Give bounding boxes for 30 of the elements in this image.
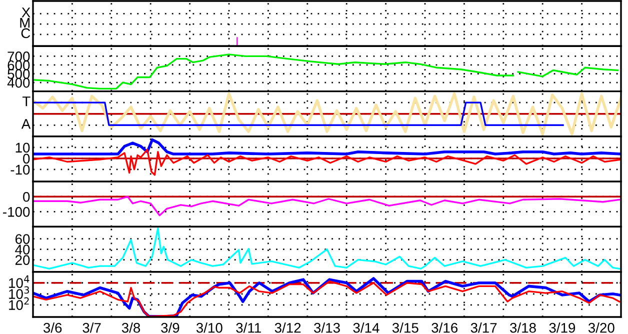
x-tick-label: 3/10 [196, 322, 222, 333]
x-tick-label: 3/15 [392, 322, 418, 333]
x-tick-label: 3/7 [82, 322, 101, 333]
text: C [21, 28, 30, 38]
text: A [21, 119, 31, 129]
x-tick-label: 3/20 [588, 322, 614, 333]
y-tick-label: 0 [23, 154, 30, 164]
x-tick-label: 3/16 [432, 322, 458, 333]
y-tick-label: 40 [15, 244, 30, 254]
x-tick-label: 3/12 [274, 322, 301, 333]
x-tick-label: 3/6 [43, 322, 62, 333]
y-tick-label: -10 [10, 164, 30, 175]
x-tick-label: 3/13 [314, 322, 340, 333]
text: X [22, 8, 30, 18]
x-tick-label: 3/9 [161, 322, 180, 333]
y-tick-label: 0 [23, 192, 30, 202]
y-tick-label: 60 [15, 234, 30, 244]
x-tick-label: 3/14 [353, 322, 380, 333]
y-tick-label: 20 [15, 255, 30, 265]
x-tick-label: 3/18 [510, 322, 536, 333]
y-tick-label: -100 [3, 207, 30, 217]
y-tick-label: 700 [8, 52, 30, 62]
x-tick-label: 3/11 [236, 322, 261, 333]
x-tick-label: 3/8 [122, 322, 140, 333]
y-tick-label: 400 [7, 78, 30, 88]
y-tick-label: 10 [16, 142, 30, 153]
text: T [22, 96, 30, 106]
x-tick-label: 3/19 [549, 322, 576, 333]
x-tick-label: 3/17 [470, 322, 497, 333]
text: M [20, 18, 30, 28]
